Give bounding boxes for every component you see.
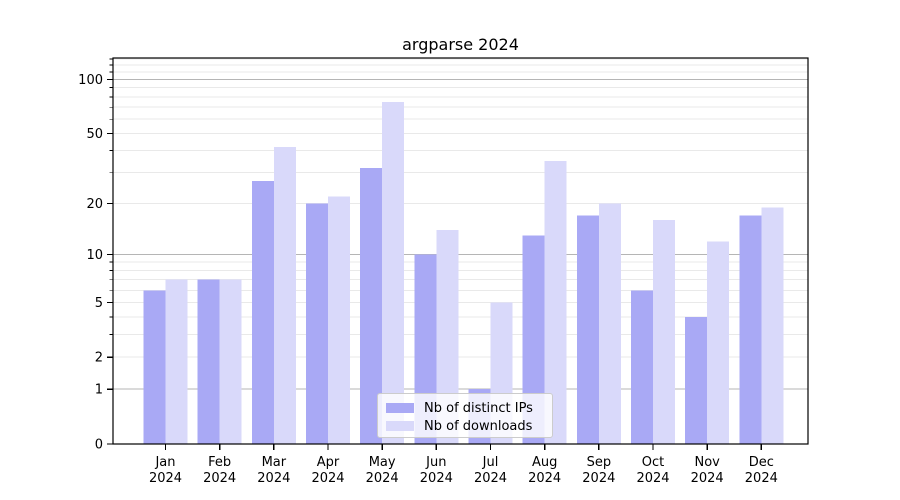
y-tick-label-20: 20 [86, 197, 103, 212]
x-tick-label-year-may: 2024 [366, 471, 399, 486]
x-tick-label-year-oct: 2024 [636, 471, 669, 486]
bar-distinct-ips-may [360, 167, 383, 444]
bar-downloads-mar [273, 146, 296, 445]
axes-frame [112, 57, 809, 445]
x-tick-label-year-sep: 2024 [582, 471, 615, 486]
x-tick-label-month-nov: Nov [694, 455, 720, 470]
x-tick-label-month-sep: Sep [587, 455, 612, 470]
bar-distinct-ips-mar [251, 180, 274, 444]
x-tick-label-year-apr: 2024 [311, 471, 344, 486]
x-tick-label-month-feb: Feb [208, 455, 231, 470]
bar-downloads-may [382, 101, 405, 444]
chart-title: argparse 2024 [402, 35, 519, 54]
x-tick-label-year-dec: 2024 [745, 471, 778, 486]
x-tick-label-year-nov: 2024 [691, 471, 724, 486]
x-tick-label-month-jul: Jul [482, 455, 499, 470]
bar-downloads-dec [761, 207, 784, 444]
bar-distinct-ips-apr [305, 203, 328, 444]
y-tick-label-5: 5 [95, 296, 103, 311]
x-tick-label-month-jun: Jun [425, 455, 446, 470]
x-tick-label-month-apr: Apr [317, 455, 340, 470]
bar-downloads-aug [544, 160, 567, 444]
x-tick-label-year-jan: 2024 [149, 471, 182, 486]
y-tick-label-2: 2 [95, 351, 103, 366]
y-tick-label-1: 1 [95, 383, 103, 398]
x-tick-label-year-mar: 2024 [257, 471, 290, 486]
x-tick-label-year-jun: 2024 [420, 471, 453, 486]
y-tick-label-50: 50 [86, 127, 103, 142]
x-tick-label-month-oct: Oct [642, 455, 664, 470]
legend: Nb of distinct IPs Nb of downloads [377, 393, 553, 438]
x-tick-label-month-aug: Aug [532, 455, 557, 470]
bar-distinct-ips-oct [630, 290, 653, 444]
bar-distinct-ips-nov [685, 316, 708, 444]
bar-downloads-apr [327, 196, 350, 444]
x-tick-label-month-jan: Jan [154, 455, 175, 470]
bar-downloads-sep [598, 203, 621, 444]
bar-distinct-ips-jan [143, 290, 166, 444]
x-tick-label-month-may: May [369, 455, 396, 470]
x-tick-label-year-aug: 2024 [528, 471, 561, 486]
bar-downloads-feb [219, 279, 242, 444]
y-tick-label-0: 0 [95, 438, 103, 453]
legend-swatch-downloads [386, 421, 414, 431]
bar-distinct-ips-feb [197, 279, 220, 444]
y-tick-label-100: 100 [78, 73, 103, 88]
legend-item-distinct-ips: Nb of distinct IPs [386, 399, 544, 417]
x-tick-label-year-feb: 2024 [203, 471, 236, 486]
bar-downloads-jun [436, 230, 459, 444]
x-tick-label-month-mar: Mar [262, 455, 287, 470]
bar-distinct-ips-aug [522, 235, 545, 444]
legend-label: Nb of distinct IPs [424, 400, 533, 416]
y-tick-label-10: 10 [86, 248, 103, 263]
x-tick-label-month-dec: Dec [749, 455, 774, 470]
bar-distinct-ips-dec [739, 215, 762, 444]
legend-item-downloads: Nb of downloads [386, 417, 544, 435]
x-tick-label-year-jul: 2024 [474, 471, 507, 486]
bar-downloads-oct [652, 220, 675, 444]
legend-swatch-distinct-ips [386, 403, 414, 413]
bar-distinct-ips-sep [576, 215, 599, 444]
legend-label: Nb of downloads [424, 418, 533, 434]
bar-downloads-nov [707, 241, 730, 444]
bar-downloads-jan [165, 279, 188, 444]
